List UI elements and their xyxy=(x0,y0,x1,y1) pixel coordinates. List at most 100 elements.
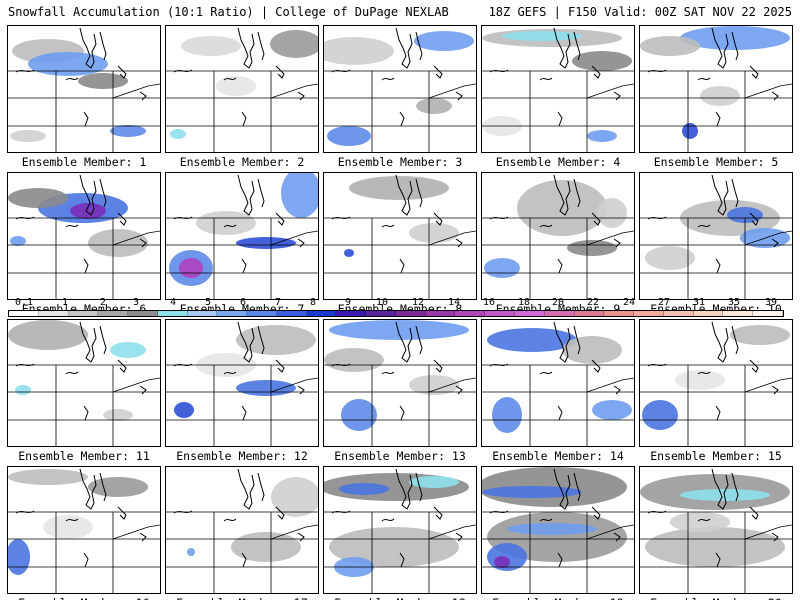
colorbar-segment xyxy=(663,311,694,316)
snowfall-shading xyxy=(324,31,474,146)
colorbar-tick-label: 39 xyxy=(764,297,778,308)
colorbar-tick-label: 0.1 xyxy=(14,297,34,308)
ensemble-member-label: Ensemble Member: 3 xyxy=(337,155,463,169)
snowfall-shading xyxy=(482,467,627,571)
colorbar-segment xyxy=(366,311,396,316)
ensemble-member-map xyxy=(639,25,793,153)
snowfall-map-svg xyxy=(324,320,476,446)
colorbar-segment xyxy=(98,311,129,316)
ensemble-member-map xyxy=(481,172,635,300)
snowfall-map-svg xyxy=(482,173,634,299)
snowfall-map-svg xyxy=(8,26,160,152)
snowfall-map-svg xyxy=(482,467,634,593)
colorbar-segment xyxy=(306,311,337,316)
snowfall-map-svg xyxy=(640,26,792,152)
ensemble-member-map xyxy=(165,466,319,594)
ensemble-member-map xyxy=(323,466,477,594)
snowfall-shading xyxy=(640,26,790,139)
ensemble-member-label: Ensemble Member: 15 xyxy=(650,449,782,463)
colorbar-tick-label: 9 xyxy=(344,297,352,308)
snowfall-map-svg xyxy=(8,320,160,446)
colorbar-tick-label: 7 xyxy=(274,297,282,308)
snowfall-map-svg xyxy=(482,26,634,152)
ensemble-member-map xyxy=(323,319,477,447)
colorbar-tick-label: 27 xyxy=(657,297,671,308)
colorbar-tick-label: 20 xyxy=(551,297,565,308)
snowfall-shading xyxy=(169,173,318,286)
snowfall-map-svg xyxy=(640,320,792,446)
colorbar-segment xyxy=(128,311,158,316)
colorbar-segment xyxy=(68,311,99,316)
colorbar-tick-label: 8 xyxy=(309,297,317,308)
ensemble-member-map xyxy=(481,319,635,447)
colorbar-segment xyxy=(634,311,664,316)
chart-title: Snowfall Accumulation (10:1 Ratio) | Col… xyxy=(8,5,449,19)
colorbar-segment xyxy=(425,311,456,316)
colorbar-tick-label: 24 xyxy=(622,297,636,308)
ensemble-member-label: Ensemble Member: 11 xyxy=(18,449,150,463)
ensemble-member-label: Ensemble Member: 16 xyxy=(5,597,163,600)
snowfall-map-svg xyxy=(324,26,476,152)
ensemble-member-map xyxy=(165,319,319,447)
snowfall-map-svg xyxy=(166,26,318,152)
snowfall-map-svg xyxy=(8,173,160,299)
colorbar-segment xyxy=(723,311,754,316)
colorbar-segment xyxy=(604,311,635,316)
colorbar-tick-label: 5 xyxy=(204,297,212,308)
ensemble-member-map xyxy=(639,466,793,594)
colorbar-segment xyxy=(9,311,39,316)
colorbar-tick-label: 16 xyxy=(482,297,496,308)
colorbar-labels: 0.1 1 2 3 4 5 6 7 8 9 10 12 14 16 18 20 22 24 27 31 35 39 xyxy=(8,297,784,309)
colorbar-segment xyxy=(217,311,248,316)
colorbar-tick-label: 2 xyxy=(99,297,107,308)
colorbar-segment xyxy=(753,311,783,316)
snowfall-shading xyxy=(487,328,632,433)
colorbar-tick-label: 1 xyxy=(61,297,69,308)
snowfall-map-svg xyxy=(324,173,476,299)
ensemble-member-map xyxy=(323,25,477,153)
colorbar-tick-label: 12 xyxy=(411,297,425,308)
snowfall-map-svg xyxy=(640,173,792,299)
colorbar-tick-label: 10 xyxy=(375,297,389,308)
snowfall-map-svg xyxy=(482,320,634,446)
colorbar-tick-label: 6 xyxy=(239,297,247,308)
snowfall-map-svg xyxy=(166,320,318,446)
colorbar-segment xyxy=(395,311,426,316)
ensemble-member-label: Ensemble Member: 17 xyxy=(163,597,321,600)
run-valid-time: 18Z GEFS | F150 Valid: 00Z SAT NOV 22 20… xyxy=(488,5,792,19)
colorbar-tick-label: 31 xyxy=(692,297,706,308)
snowfall-shading xyxy=(324,320,469,431)
colorbar-segment xyxy=(38,311,69,316)
ensemble-member-label: Ensemble Member: 5 xyxy=(653,155,779,169)
ensemble-member-map xyxy=(7,466,161,594)
colorbar-tick-label: 14 xyxy=(447,297,461,308)
ensemble-member-label: Ensemble Member: 14 xyxy=(492,449,624,463)
ensemble-member-label: Ensemble Member: 2 xyxy=(179,155,305,169)
colorbar-segment xyxy=(455,311,486,316)
colorbar-segment xyxy=(276,311,307,316)
ensemble-member-label: Ensemble Member: 19 xyxy=(479,597,637,600)
colorbar-tick-label: 35 xyxy=(727,297,741,308)
colorbar-segment xyxy=(336,311,367,316)
snowfall-map-svg xyxy=(324,467,476,593)
ensemble-member-label: Ensemble Member: 12 xyxy=(176,449,308,463)
colorbar-segment xyxy=(247,311,277,316)
ensemble-member-map xyxy=(481,25,635,153)
snowfall-map-svg xyxy=(166,173,318,299)
colorbar-segment xyxy=(693,311,724,316)
colorbar-segment xyxy=(157,311,188,316)
colorbar-tick-label: 22 xyxy=(586,297,600,308)
ensemble-member-map xyxy=(7,319,161,447)
ensemble-member-map xyxy=(481,466,635,594)
ensemble-member-label: Ensemble Member: 4 xyxy=(495,155,621,169)
colorbar-tick-label: 3 xyxy=(132,297,140,308)
ensemble-member-label: Ensemble Member: 20 xyxy=(637,597,795,600)
colorbar-tick-label: 4 xyxy=(169,297,177,308)
ensemble-member-map xyxy=(165,25,319,153)
ensemble-member-map xyxy=(165,172,319,300)
snowfall-shading xyxy=(8,320,146,421)
snowfall-shading xyxy=(170,30,318,139)
ensemble-member-map xyxy=(323,172,477,300)
colorbar-segment xyxy=(485,311,516,316)
ensemble-member-label: Ensemble Member: 18 xyxy=(321,597,479,600)
